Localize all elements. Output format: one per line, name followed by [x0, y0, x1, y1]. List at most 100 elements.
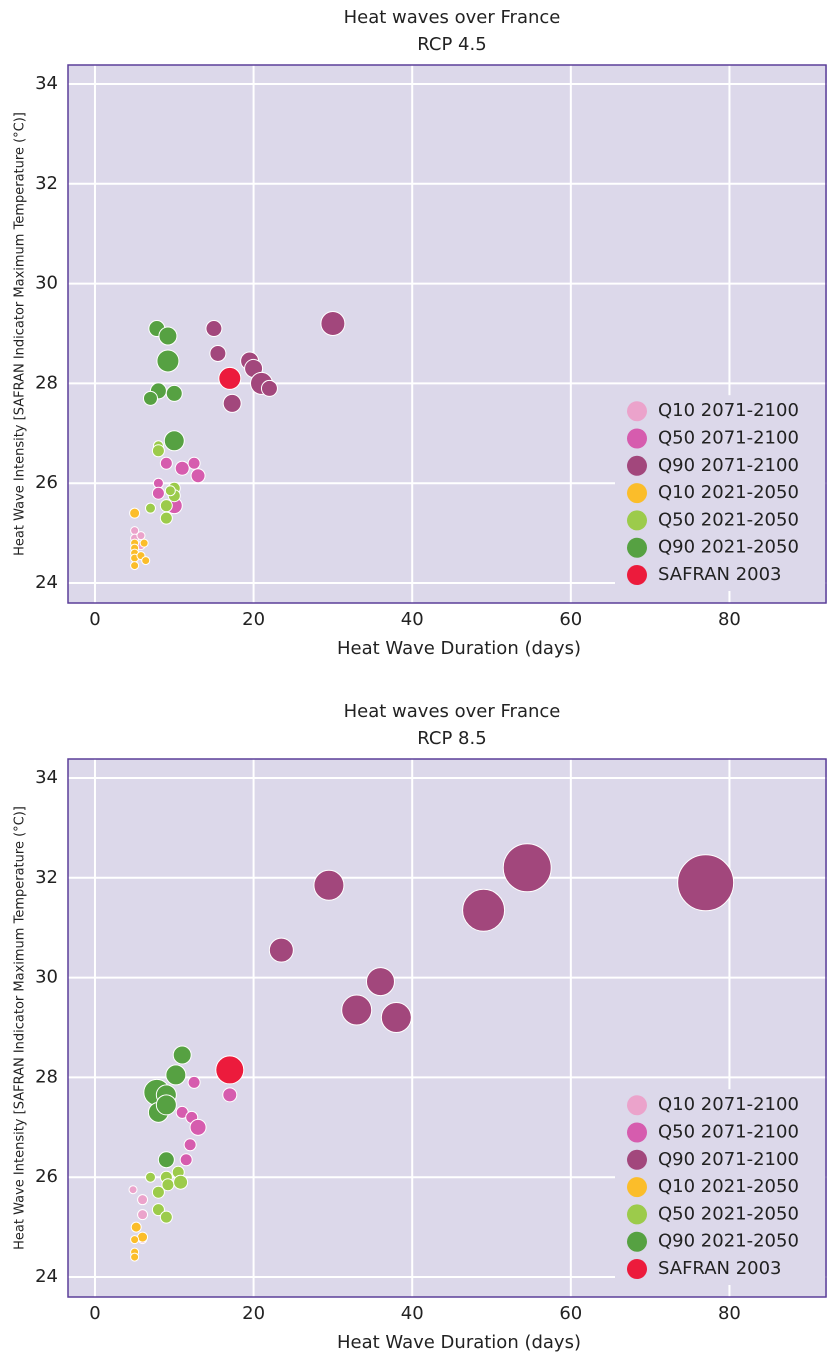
legend-label: Q10 2021-2050 [658, 1176, 799, 1197]
bubble [462, 888, 506, 932]
bubble [137, 1209, 149, 1221]
bubble [222, 1087, 238, 1103]
bubble [205, 320, 223, 338]
y-tick-label: 30 [35, 967, 58, 988]
legend-marker [627, 1177, 647, 1198]
legend-marker [627, 1204, 647, 1225]
x-tick-label: 80 [718, 1303, 741, 1324]
bubble [161, 1178, 175, 1192]
bubble [151, 444, 165, 458]
legend-label: Q50 2021-2050 [658, 509, 799, 530]
bubble [159, 499, 173, 513]
bubble [139, 538, 149, 548]
legend-marker [627, 1122, 647, 1143]
y-tick-label: 32 [35, 867, 58, 888]
bubble [313, 869, 345, 901]
bubble [156, 349, 180, 373]
bubble [136, 531, 146, 541]
bubble [174, 460, 190, 476]
legend-marker [627, 1231, 647, 1252]
bubble [222, 393, 242, 413]
legend-label: Q90 2071-2100 [658, 455, 799, 476]
x-tick-label: 40 [401, 609, 424, 630]
plot-border [67, 64, 827, 604]
y-tick-label: 24 [35, 1266, 58, 1287]
y-tick-label: 26 [35, 1166, 58, 1187]
bubble [341, 994, 373, 1026]
bubble [268, 937, 294, 963]
bubble [141, 556, 151, 566]
x-axis-label: Heat Wave Duration (days) [337, 1332, 581, 1353]
legend-marker [627, 537, 647, 558]
legend-label: Q90 2021-2050 [658, 537, 799, 558]
bubble [502, 843, 552, 893]
bubble [159, 511, 173, 525]
bubble [320, 311, 346, 337]
chart-subtitle: RCP 8.5 [417, 728, 486, 749]
legend-label: Q50 2021-2050 [658, 1203, 799, 1224]
chart-title: Heat waves over France [344, 7, 561, 28]
legend-label: Q50 2071-2100 [658, 428, 799, 449]
x-tick-label: 40 [401, 1303, 424, 1324]
x-tick-label: 20 [242, 1303, 265, 1324]
x-tick-label: 80 [718, 609, 741, 630]
bubble [179, 1153, 193, 1167]
chart: Heat waves over France RCP 8.5 24 26 28 30 32 3… [13, 701, 827, 1353]
y-tick-label: 24 [35, 572, 58, 593]
chart: Heat waves over France RCP 4.5 24 26 28 30 32 3… [13, 7, 827, 659]
bubble [218, 366, 242, 390]
plot-border [67, 758, 827, 1298]
bubble [677, 854, 735, 912]
bubble [151, 1203, 165, 1217]
legend-marker [627, 401, 647, 422]
legend-marker [627, 510, 647, 531]
legend-label: SAFRAN 2003 [658, 564, 782, 585]
legend-marker [627, 565, 647, 585]
bubble [151, 1185, 165, 1199]
legend-label: Q90 2021-2050 [658, 1231, 799, 1252]
bubble [128, 1185, 138, 1195]
bubble [155, 1094, 177, 1116]
y-axis-label: Heat Wave Intensity [SAFRAN Indicator Ma… [13, 806, 28, 1250]
bubble [172, 1045, 192, 1065]
legend-marker [627, 1149, 647, 1170]
legend-marker [627, 455, 647, 476]
bubble [380, 1002, 412, 1034]
legend-marker [627, 1095, 647, 1116]
y-axis-label: Heat Wave Intensity [SAFRAN Indicator Ma… [13, 112, 28, 556]
bubble [189, 1118, 207, 1136]
bubble [183, 1138, 197, 1152]
x-axis-label: Heat Wave Duration (days) [337, 638, 581, 659]
bubble [190, 468, 206, 484]
legend-marker [627, 428, 647, 449]
bubble [187, 456, 201, 470]
bubble [137, 1194, 149, 1206]
y-tick-label: 30 [35, 273, 58, 294]
x-tick-label: 60 [559, 609, 582, 630]
bubble [163, 430, 185, 452]
bubble [130, 1252, 140, 1262]
legend-label: Q10 2071-2100 [658, 1094, 799, 1115]
bubble [187, 1075, 201, 1089]
y-tick-label: 28 [35, 372, 58, 393]
bubble [159, 456, 173, 470]
legend-label: Q10 2021-2050 [658, 482, 799, 503]
y-tick-label: 26 [35, 472, 58, 493]
y-tick-label: 28 [35, 1066, 58, 1087]
chart-title: Heat waves over France [344, 701, 561, 722]
legend-label: Q50 2071-2100 [658, 1122, 799, 1143]
bubble [173, 1174, 189, 1190]
legend-box [615, 1089, 825, 1285]
bubble [130, 1221, 142, 1233]
bubble [151, 486, 165, 500]
bubble [144, 502, 156, 514]
legend-label: Q90 2071-2100 [658, 1149, 799, 1170]
legend-marker [627, 1259, 647, 1279]
x-tick-label: 0 [89, 609, 100, 630]
bubble [159, 1210, 173, 1224]
bubble [157, 1151, 175, 1169]
y-tick-label: 34 [35, 767, 58, 788]
legend-label: Q10 2071-2100 [658, 400, 799, 421]
x-tick-label: 20 [242, 609, 265, 630]
